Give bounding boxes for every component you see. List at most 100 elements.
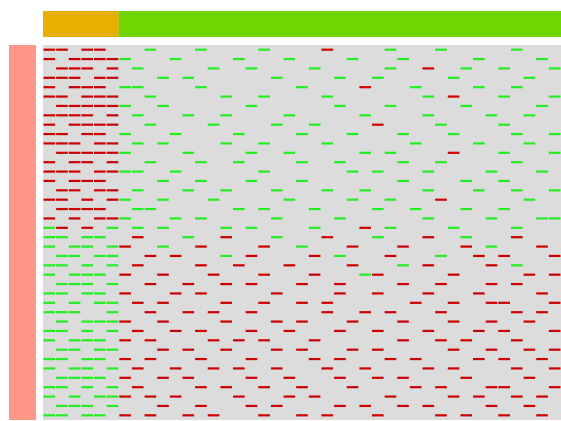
heatmap-cell [308, 73, 321, 83]
heatmap-cell [371, 279, 385, 289]
heatmap-cell [396, 101, 410, 111]
heatmap-cell [548, 348, 561, 351]
heatmap-cell [257, 401, 271, 411]
heatmap-cell [245, 316, 258, 327]
heatmap-cell [371, 82, 385, 92]
heatmap-cell [371, 157, 385, 167]
heatmap-cell [295, 120, 309, 130]
heatmap-cell [270, 292, 283, 295]
heatmap-cell [156, 307, 170, 317]
heatmap-cell [346, 373, 359, 383]
heatmap-cell [169, 401, 182, 411]
heatmap-cell [207, 198, 220, 201]
heatmap-cell [384, 198, 397, 201]
heatmap-cell [535, 279, 549, 289]
heatmap-cell [219, 204, 233, 214]
heatmap-cell [384, 176, 397, 186]
heatmap-cell [220, 282, 233, 286]
heatmap-cell [422, 138, 435, 149]
heatmap-cell [497, 101, 511, 111]
heatmap-cell [257, 213, 271, 224]
heatmap-cell [55, 391, 69, 402]
heatmap-cell [523, 148, 536, 158]
heatmap-cell [459, 120, 473, 130]
heatmap-cell [68, 217, 81, 220]
heatmap-cell [485, 245, 498, 248]
heatmap-cell [232, 195, 246, 205]
heatmap-cell [106, 142, 119, 145]
heatmap-cell [523, 326, 536, 336]
heatmap-cell [56, 67, 68, 70]
heatmap-cell [497, 110, 511, 120]
heatmap-cell [68, 151, 81, 154]
heatmap-cell [295, 91, 309, 102]
heatmap-cell [56, 264, 68, 267]
heatmap-cell [358, 166, 372, 177]
heatmap-cell [169, 63, 182, 74]
heatmap-cell [320, 391, 334, 402]
heatmap-cell [232, 213, 246, 224]
heatmap-cell [144, 123, 157, 126]
heatmap-cell [472, 241, 486, 252]
heatmap-cell [371, 110, 385, 120]
heatmap-cell [497, 54, 511, 64]
heatmap-cell [232, 316, 246, 327]
heatmap-cell [320, 166, 334, 177]
heatmap-cell [548, 95, 561, 98]
heatmap-cell [68, 195, 81, 205]
heatmap-cell [106, 282, 119, 286]
heatmap-cell [245, 104, 258, 108]
heatmap-cell [447, 63, 460, 74]
heatmap-cell [131, 148, 145, 158]
heatmap-cell [295, 110, 309, 120]
heatmap-cell [93, 195, 107, 205]
heatmap-cell [106, 198, 119, 201]
heatmap-cell [384, 326, 397, 336]
heatmap-cell [434, 326, 448, 336]
heatmap-cell [447, 354, 460, 364]
heatmap-cell [371, 241, 385, 252]
heatmap-cell [169, 335, 182, 345]
heatmap-cell [43, 373, 56, 383]
heatmap-cell [384, 91, 397, 102]
heatmap-cell [131, 335, 145, 345]
heatmap-cell [43, 95, 56, 98]
heatmap-cell [485, 354, 498, 364]
heatmap-cell [207, 82, 220, 92]
heatmap-cell [523, 157, 536, 167]
heatmap-cell [485, 170, 498, 173]
heatmap-cell [346, 138, 359, 149]
heatmap-cell [308, 363, 321, 374]
heatmap-cell [384, 270, 397, 280]
heatmap-cell [472, 298, 486, 308]
heatmap-cell [346, 185, 359, 195]
heatmap-cell [371, 54, 385, 64]
heatmap-cell [510, 86, 523, 89]
heatmap-cell [93, 241, 107, 252]
heatmap-cell [94, 254, 106, 258]
heatmap-cell [245, 335, 258, 345]
heatmap-cell [422, 410, 435, 420]
heatmap-cell [384, 204, 397, 214]
heatmap-cell [56, 282, 68, 286]
heatmap-cell [523, 198, 536, 201]
heatmap-cell [409, 301, 422, 304]
heatmap-cell [359, 367, 371, 370]
heatmap-cell [94, 189, 106, 192]
heatmap-cell [485, 185, 498, 195]
heatmap-cell [409, 279, 423, 289]
heatmap-cell [498, 179, 510, 183]
heatmap-cell [320, 270, 334, 280]
heatmap-cell [422, 279, 435, 289]
heatmap-cell [523, 251, 536, 261]
heatmap-cell [409, 54, 423, 64]
heatmap-cell [56, 311, 68, 314]
heatmap-cell [106, 226, 119, 229]
heatmap-cell [106, 395, 119, 398]
heatmap-cell [181, 316, 195, 327]
heatmap-cell [43, 273, 56, 276]
heatmap-cell [55, 363, 69, 374]
heatmap-cell [485, 195, 498, 205]
heatmap-cell [144, 195, 157, 205]
heatmap-cell [435, 254, 447, 258]
